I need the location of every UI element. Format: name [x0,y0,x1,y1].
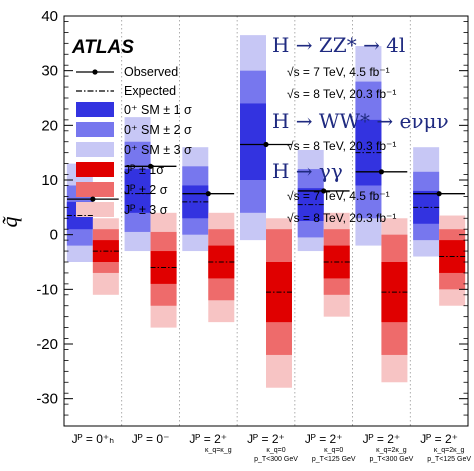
channel-zz-line-7tev: √s = 7 TeV, 4.5 fb⁻¹ [287,65,390,79]
legend-jp-1sigma-swatch [76,162,114,177]
category-sublabel: κ_q=0 [324,447,343,454]
category-sublabel: κ_q=κ_g [205,447,232,454]
channel-gg-title: H → γγ [272,159,343,183]
legend-sm-1sigma: 0⁺ SM ± 1 σ [76,102,192,117]
channel-zz-line-8tev: √s = 8 TeV, 20.3 fb⁻¹ [287,87,396,101]
channel-zz-title: H → ZZ* → 4l [272,33,405,57]
category-label: Jᴾ = 2⁺ [247,432,285,446]
y-axis-label: q̃ [0,216,22,227]
legend-observed-marker [92,69,98,75]
category-label: Jᴾ = 2⁺ [305,432,343,446]
legend-jp-3sigma: Jᴾ ± 3 σ [76,202,168,217]
y-tick-label: 0 [50,227,58,244]
category-sublabel: p_T<300 GeV [254,456,298,463]
legend: ATLAS Observed Expected 0⁺ SM ± 1 σ 0⁺ S… [71,37,192,217]
sm-band-1sigma [124,169,151,213]
legend-sm-3sigma-swatch [76,142,114,157]
category-sublabel: κ_q=0 [266,447,285,454]
legend-sm-1sigma-label: 0⁺ SM ± 1 σ [124,103,192,117]
category-label: Jᴾ = 0⁺ₕ [72,432,115,446]
legend-jp-1sigma-label: Jᴾ ± 1σ [124,163,164,177]
category-label: Jᴾ = 2⁺ [420,432,458,446]
legend-jp-2sigma: Jᴾ ± 2 σ [76,182,168,197]
legend-sm-2sigma-swatch [76,122,114,137]
observed-marker [378,169,385,175]
category-label: Jᴾ = 2⁺ [189,432,227,446]
legend-jp-3sigma-label: Jᴾ ± 3 σ [124,203,168,217]
category-sublabel: p_T<125 GeV [312,456,356,463]
y-tick-label: 40 [41,8,58,25]
observed-marker [147,163,154,169]
legend-jp-2sigma-swatch [76,182,114,197]
legend-expected-label: Expected [124,84,176,98]
category-sublabel: p_T<125 GeV [427,456,471,463]
channel-annotations: H → ZZ* → 4l √s = 7 TeV, 4.5 fb⁻¹ √s = 8… [272,33,449,225]
category-sublabel: κ_q=2κ_g [376,447,407,454]
channel-gg-line-8tev: √s = 8 TeV, 20.3 fb⁻¹ [287,211,396,225]
legend-sm-3sigma: 0⁺ SM ± 3 σ [76,142,192,157]
category-label: Jᴾ = 2⁺ [363,432,401,446]
sm-band-1sigma [240,103,266,180]
category-label: Jᴾ = 0⁻ [132,432,170,446]
y-tick-label: 30 [41,63,58,80]
legend-jp-2sigma-label: Jᴾ ± 2 σ [124,183,168,197]
plot-frame [63,15,469,427]
observed-marker [90,196,96,202]
category-sublabel: κ_q=2κ_g [434,447,465,454]
legend-expected: Expected [76,84,176,98]
legend-sm-3sigma-label: 0⁺ SM ± 3 σ [124,143,192,157]
observed-marker [436,191,442,197]
channel-ww-title: H → WW* → eνμν [272,109,449,133]
experiment-label: ATLAS [71,37,134,58]
legend-sm-2sigma-label: 0⁺ SM ± 2 σ [124,123,192,137]
y-tick-label: -10 [36,281,58,298]
observed-marker [263,141,269,148]
y-tick-label: 20 [41,117,58,134]
y-tick-label: 10 [41,172,58,189]
legend-jp-3sigma-swatch [76,202,114,217]
channel-ww-line-8tev: √s = 8 TeV, 20.3 fb⁻¹ [287,139,396,153]
channel-gg-line-7tev: √s = 7 TeV, 4.5 fb⁻¹ [287,189,390,203]
legend-observed-label: Observed [124,65,178,79]
legend-sm-2sigma: 0⁺ SM ± 2 σ [76,122,192,137]
y-tick-label: -20 [36,336,58,353]
legend-sm-1sigma-swatch [76,102,114,117]
observed-marker [205,191,211,197]
y-tick-label: -30 [36,391,58,408]
category-sublabel: p_T<300 GeV [370,456,414,463]
observed-marker [321,188,327,194]
legend-observed: Observed [76,65,178,79]
